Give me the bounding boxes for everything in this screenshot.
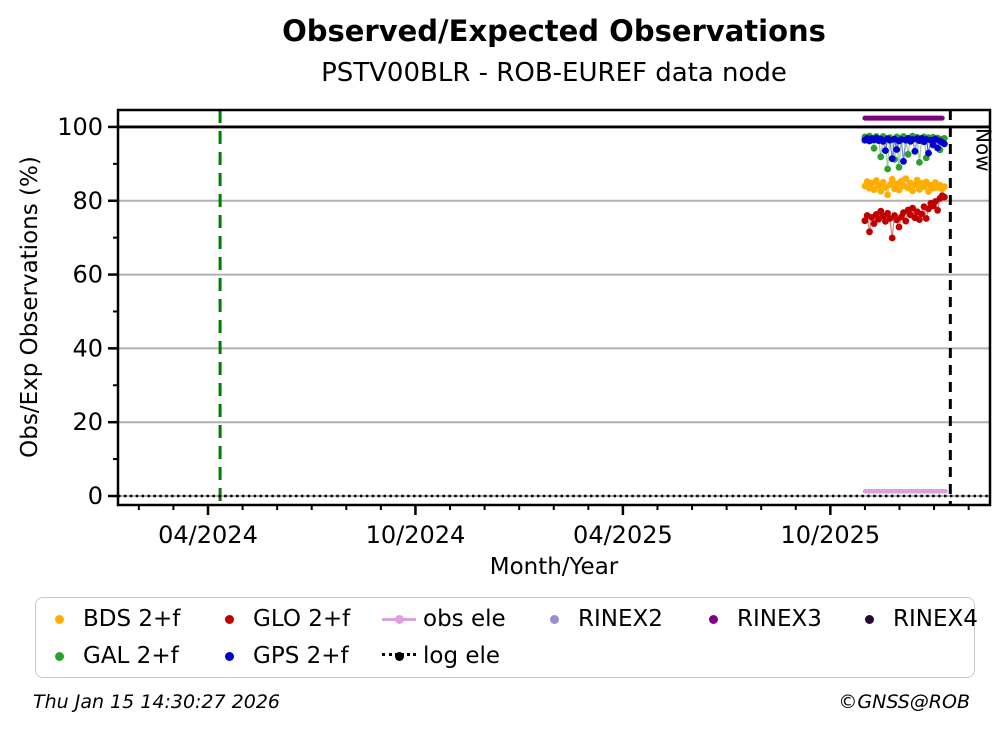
glo-2-f-marker-icon bbox=[212, 612, 246, 626]
obs-ele-marker-icon bbox=[382, 612, 416, 626]
legend-label-glo-2-f: GLO 2+f bbox=[253, 605, 351, 632]
rinex4-marker-icon bbox=[852, 612, 886, 626]
legend-label-rinex3: RINEX3 bbox=[737, 605, 822, 632]
y-tick-label: 20 bbox=[72, 408, 103, 436]
legend-item-obs-ele: obs ele bbox=[382, 604, 506, 634]
page-title: Observed/Expected Observations bbox=[282, 14, 826, 48]
series-bds-2-f-points bbox=[861, 175, 948, 199]
x-tick-label: 10/2025 bbox=[780, 521, 880, 549]
bds-2-f-marker-icon bbox=[42, 612, 76, 626]
x-axis-label: Month/Year bbox=[489, 554, 619, 580]
legend-item-rinex4: RINEX4 bbox=[852, 604, 978, 634]
x-tick-label: 04/2025 bbox=[573, 521, 673, 549]
legend-item-rinex2: RINEX2 bbox=[537, 604, 663, 634]
legend-label-bds-2-f: BDS 2+f bbox=[83, 605, 181, 632]
rinex3-marker-icon bbox=[696, 612, 730, 626]
chart-subtitle: PSTV00BLR - ROB-EUREF data node bbox=[321, 58, 787, 88]
legend-label-gal-2-f: GAL 2+f bbox=[83, 642, 179, 669]
legend-label-rinex2: RINEX2 bbox=[578, 605, 663, 632]
timestamp: Thu Jan 15 14:30:27 2026 bbox=[33, 691, 280, 713]
series-glo-2-f-points bbox=[861, 192, 948, 242]
x-tick-label: 10/2024 bbox=[366, 521, 466, 549]
legend-label-gps-2-f: GPS 2+f bbox=[253, 642, 349, 669]
plot-frame bbox=[116, 108, 992, 507]
now-label: Now bbox=[971, 128, 995, 172]
log-ele-marker-icon bbox=[382, 649, 416, 663]
legend-item-log-ele: log ele bbox=[382, 641, 500, 671]
gal-2-f-marker-icon bbox=[42, 649, 76, 663]
credit: ©GNSS@ROB bbox=[838, 691, 970, 713]
y-tick-label: 60 bbox=[72, 261, 103, 289]
legend: BDS 2+f GLO 2+f obs ele RINEX2 RINEX3 RINEX4 G… bbox=[35, 597, 978, 678]
y-axis-label-text: Obs/Exp Observations (%) bbox=[17, 156, 43, 458]
legend-item-gps-2-f: GPS 2+f bbox=[212, 641, 349, 671]
gps-2-f-marker-icon bbox=[212, 649, 246, 663]
legend-label-rinex4: RINEX4 bbox=[893, 605, 978, 632]
legend-label-obs-ele: obs ele bbox=[423, 605, 506, 632]
legend-item-rinex3: RINEX3 bbox=[696, 604, 822, 634]
x-tick-label: 04/2024 bbox=[158, 521, 258, 549]
series-gps-2-f-points bbox=[861, 134, 948, 165]
rinex2-marker-icon bbox=[537, 612, 571, 626]
y-tick-label: 80 bbox=[72, 187, 103, 215]
y-tick-label: 0 bbox=[88, 482, 103, 510]
legend-item-gal-2-f: GAL 2+f bbox=[42, 641, 179, 671]
legend-item-glo-2-f: GLO 2+f bbox=[212, 604, 350, 634]
y-tick-label: 100 bbox=[57, 113, 103, 141]
plot-svg: 0 20 40 60 80 100 04/2024 10/2024 04/2025 10/2025… bbox=[57, 108, 995, 549]
legend-item-bds-2-f: BDS 2+f bbox=[42, 604, 180, 634]
legend-label-log-ele: log ele bbox=[423, 642, 501, 669]
y-tick-label: 40 bbox=[72, 334, 103, 362]
